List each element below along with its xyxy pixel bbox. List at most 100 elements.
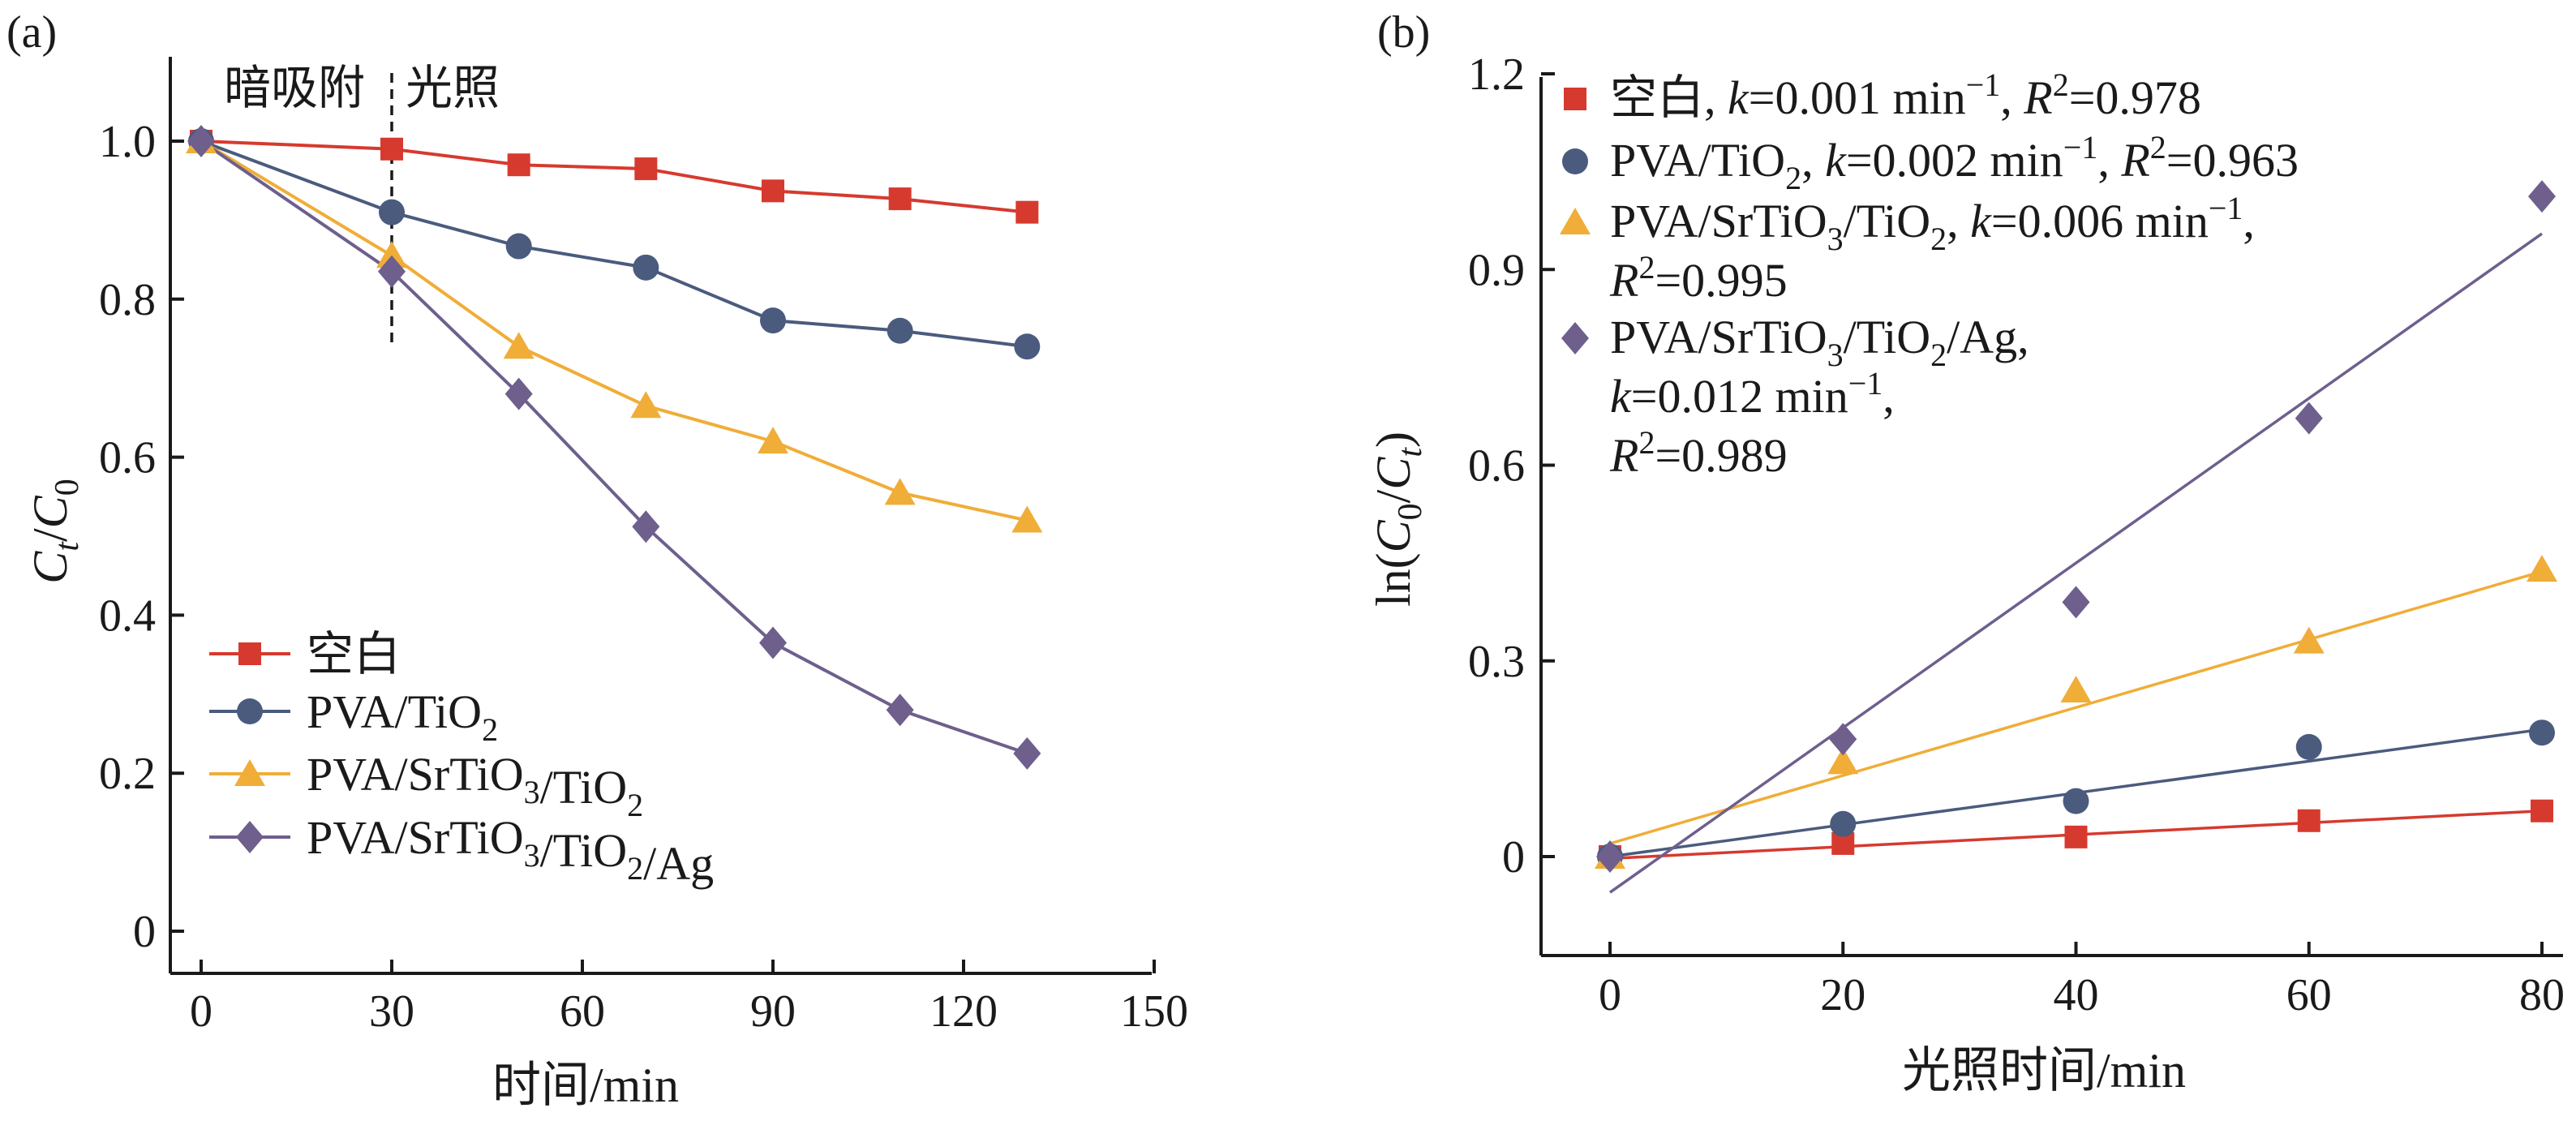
series-line [200, 140, 1028, 349]
data-point [2531, 799, 2553, 822]
data-point [888, 187, 912, 211]
x-tick-label: 80 [2519, 970, 2565, 1020]
fit-line [1608, 232, 2544, 894]
panel-a-ticks: 0 30 60 90 120 150 0 0.2 0.4 0.6 0.8 1.0 [99, 117, 1188, 1037]
legend-marker [237, 698, 263, 724]
panel-b-ticks: 0 20 40 60 80 0 0.3 0.6 0.9 1.2 [1468, 49, 2565, 1020]
x-tick-label: 120 [930, 986, 998, 1037]
panel-a-y-label: Ct/C0 [24, 479, 86, 583]
legend-marker [1562, 148, 1588, 174]
data-point [504, 377, 533, 410]
data-point [758, 427, 788, 454]
data-point [2527, 555, 2557, 582]
legend-label: PVA/SrTiO3/TiO2/Ag [307, 811, 714, 890]
x-tick-label: 20 [1820, 970, 1865, 1020]
legend-label: PVA/TiO2, k=0.002 min−1, R2=0.963 [1610, 129, 2299, 196]
legend-marker [1564, 88, 1586, 110]
data-point [376, 241, 407, 268]
data-point [634, 157, 658, 181]
legend-marker [1561, 322, 1589, 354]
data-point [1829, 723, 1857, 756]
legend-marker [1560, 208, 1591, 234]
legend-marker [236, 821, 264, 853]
data-point [1596, 840, 1624, 873]
data-point [1013, 737, 1041, 770]
data-point [1015, 200, 1039, 224]
data-point [887, 317, 913, 344]
x-tick-label: 60 [2286, 970, 2332, 1020]
x-tick-label: 30 [369, 986, 414, 1037]
data-point [2297, 809, 2321, 832]
panel-a-label: (a) [6, 7, 57, 58]
data-point [2295, 402, 2323, 435]
data-point [2063, 788, 2089, 814]
data-point [505, 233, 532, 260]
legend-label: R2=0.995 [1609, 249, 1788, 307]
y-tick-label: 0.3 [1468, 637, 1525, 687]
data-point [886, 694, 914, 727]
data-point [632, 510, 660, 543]
data-point [760, 307, 786, 334]
legend-marker [234, 759, 265, 786]
panel-a-chart: (a) 时间/min Ct/C0 暗吸附 光照 0 30 60 90 120 150 0 0.… [6, 7, 1188, 1112]
legend-label: PVA/SrTiO3/TiO2/Ag, [1610, 311, 2029, 373]
data-point [1011, 505, 1043, 533]
x-tick-label: 0 [1599, 970, 1621, 1020]
panel-a-x-label: 时间/min [492, 1059, 679, 1112]
data-point [884, 478, 916, 505]
panel-b-label: (b) [1377, 7, 1430, 58]
data-point [2062, 586, 2090, 619]
y-tick-label: 1.0 [99, 117, 156, 167]
legend-label: k=0.012 min−1, [1610, 365, 1895, 423]
panel-a-series [186, 125, 1043, 770]
legend-label: 空白, k=0.001 min−1, R2=0.978 [1610, 67, 2201, 124]
data-point [633, 254, 659, 281]
y-tick-label: 0.2 [99, 749, 156, 799]
data-point [762, 179, 784, 203]
data-point [2528, 180, 2556, 213]
panel-b-x-label: 光照时间/min [1902, 1044, 2186, 1097]
legend-label: 空白 [307, 628, 401, 681]
x-tick-label: 0 [190, 986, 213, 1037]
data-point [503, 332, 535, 359]
data-point [2064, 825, 2088, 848]
data-point [1014, 333, 1041, 360]
legend-label: PVA/SrTiO3/TiO2 [307, 748, 643, 823]
data-point [2295, 733, 2322, 760]
data-point [187, 125, 215, 157]
y-tick-label: 0.6 [1468, 441, 1525, 492]
panel-b-y-label: ln(C0/Ct) [1367, 432, 1429, 607]
illumination-annotation: 光照 [406, 62, 500, 114]
data-point [507, 153, 530, 177]
legend-label: PVA/TiO2 [307, 685, 498, 748]
legend-marker [238, 642, 261, 665]
data-point [1830, 810, 1857, 837]
data-point [2293, 626, 2325, 654]
y-tick-label: 0 [1502, 832, 1525, 883]
legend-label: PVA/SrTiO3/TiO2, k=0.006 min−1, [1610, 190, 2255, 257]
x-tick-label: 60 [560, 986, 605, 1037]
data-point [380, 137, 403, 161]
x-tick-label: 40 [2054, 970, 2099, 1020]
fit-line [1609, 569, 2543, 845]
y-tick-label: 0.6 [99, 433, 156, 483]
data-point [378, 255, 406, 288]
legend-label: R2=0.989 [1609, 424, 1788, 482]
data-point [759, 626, 787, 659]
y-tick-label: 0.8 [99, 275, 156, 325]
y-tick-label: 0.9 [1468, 245, 1525, 295]
panel-a-legend: 空白PVA/TiO2PVA/SrTiO3/TiO2PVA/SrTiO3/TiO2… [209, 628, 714, 890]
y-tick-label: 1.2 [1468, 49, 1525, 100]
data-point [2529, 719, 2555, 746]
panel-b-chart: (b) 光照时间/min ln(C0/Ct) 0 20 40 60 8000.30.60… [1367, 7, 2565, 1097]
x-tick-label: 150 [1120, 986, 1188, 1037]
panel-b-series [1595, 180, 2557, 894]
y-tick-label: 0 [133, 907, 156, 957]
data-point [1827, 747, 1859, 775]
data-point [630, 391, 662, 419]
dark-adsorption-annotation: 暗吸附 [224, 62, 365, 114]
data-point [2060, 675, 2092, 702]
data-point [379, 199, 405, 225]
